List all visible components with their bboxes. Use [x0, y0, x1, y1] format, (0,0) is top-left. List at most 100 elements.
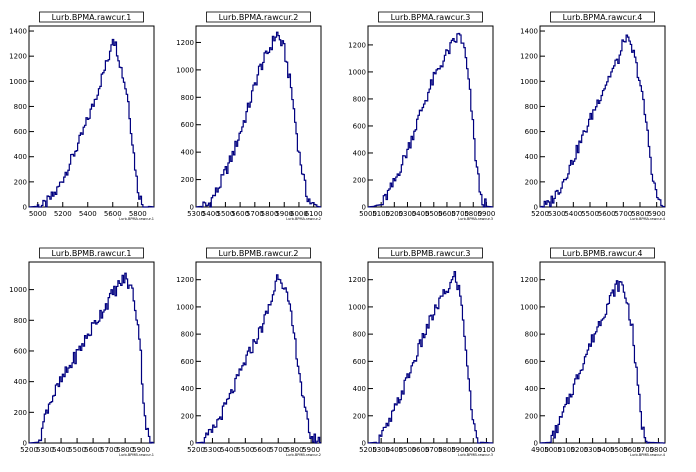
x-tick-label: 5800	[631, 210, 649, 218]
x-tick-label: 5900	[648, 210, 666, 218]
y-tick-label: 400	[181, 385, 194, 393]
x-tick-label: 5200	[571, 446, 589, 454]
y-tick-label: 0	[23, 440, 27, 448]
y-tick-label: 600	[14, 128, 27, 136]
x-tick-label: 5500	[216, 210, 234, 218]
x-tick-label: 5900	[478, 210, 496, 218]
histogram-line	[368, 32, 493, 208]
y-tick-label: 1400	[520, 28, 538, 36]
y-tick-label: 1200	[348, 276, 366, 284]
y-tick-label: 1000	[9, 78, 27, 86]
x-tick-label: 5500	[236, 446, 254, 454]
title-box	[206, 11, 311, 23]
x-tick-label: 5400	[79, 210, 97, 218]
x-tick-label: 5800	[650, 446, 668, 454]
y-tick-label: 1200	[9, 53, 27, 61]
y-tick-label: 400	[525, 153, 538, 161]
y-tick-label: 0	[534, 440, 538, 448]
y-tick-label: 0	[534, 204, 538, 212]
x-tick-label: 5100	[557, 446, 575, 454]
x-axis-label: Lurb.BPMB.rawcur.3	[458, 453, 493, 457]
plot-frame	[539, 25, 666, 208]
y-tick-label: 400	[353, 385, 366, 393]
x-tick-label: 5700	[425, 446, 443, 454]
y-tick-label: 800	[14, 317, 27, 325]
histogram-panel: Lurb.BPMA.rawcur.2 0 200 400 600 800 1000 1200 5…	[176, 11, 323, 221]
y-tick-label: 400	[181, 149, 194, 157]
x-tick-label: 5400	[202, 210, 220, 218]
x-tick-label: 5500	[68, 446, 86, 454]
y-tick-label: 0	[23, 204, 27, 212]
chart-title: Lurb.BPMA.rawcur.4	[563, 13, 643, 22]
x-tick-label: 5000	[359, 210, 377, 218]
title-box	[378, 247, 483, 259]
plot-frame	[28, 25, 155, 208]
x-tick-label: 5000	[29, 210, 47, 218]
y-tick-label: 1400	[9, 28, 27, 36]
y-tick-label: 1000	[520, 303, 538, 311]
x-tick-label: 5900	[451, 446, 469, 454]
title-box	[550, 11, 655, 23]
x-tick-label: 5200	[359, 446, 377, 454]
x-tick-label: 5900	[275, 210, 293, 218]
x-tick-label: 5700	[636, 446, 654, 454]
x-axis-label: Lurb.BPMB.rawcur.1	[119, 453, 154, 457]
y-tick-label: 400	[14, 378, 27, 386]
plot-frame	[539, 261, 666, 444]
y-tick-label: 200	[181, 176, 194, 184]
x-tick-label: 5600	[84, 446, 102, 454]
x-tick-label: 5800	[261, 210, 279, 218]
y-tick-label: 800	[181, 94, 194, 102]
x-tick-label: 5400	[52, 446, 70, 454]
y-tick-label: 600	[525, 128, 538, 136]
x-tick-label: 5600	[412, 446, 430, 454]
x-tick-label: 5300	[584, 446, 602, 454]
x-tick-label: 5400	[385, 446, 403, 454]
histogram-line	[540, 34, 665, 208]
chart-title: Lurb.BPMB.rawcur.4	[563, 249, 643, 258]
y-tick-label: 1200	[348, 41, 366, 49]
y-tick-label: 600	[14, 347, 27, 355]
y-tick-label: 800	[353, 331, 366, 339]
x-tick-label: 5900	[302, 446, 320, 454]
chart-title: Lurb.BPMB.rawcur.1	[52, 249, 132, 258]
title-box	[550, 247, 655, 259]
x-tick-label: 5500	[581, 210, 599, 218]
histogram-panel: Lurb.BPMB.rawcur.4 0 200 400 600 800 1000 1200 4…	[520, 247, 668, 457]
x-tick-label: 5600	[623, 446, 641, 454]
x-tick-label: 5300	[204, 446, 222, 454]
x-tick-label: 5100	[372, 210, 390, 218]
plot-frame	[367, 261, 494, 444]
x-tick-label: 5800	[129, 210, 147, 218]
x-tick-label: 5700	[614, 210, 632, 218]
y-tick-label: 0	[362, 440, 366, 448]
histogram-line	[540, 280, 665, 444]
x-tick-label: 5600	[438, 210, 456, 218]
histogram-line	[29, 38, 154, 208]
histogram-line	[29, 272, 154, 444]
y-tick-label: 1000	[520, 78, 538, 86]
y-tick-label: 800	[14, 103, 27, 111]
y-tick-label: 600	[353, 122, 366, 130]
y-tick-label: 1000	[348, 303, 366, 311]
x-axis-label: Lurb.BPMA.rawcur.1	[119, 217, 154, 221]
x-axis-label: Lurb.BPMB.rawcur.2	[286, 453, 321, 457]
x-tick-label: 4900	[531, 446, 549, 454]
x-tick-label: 6000	[464, 446, 482, 454]
y-tick-label: 0	[362, 204, 366, 212]
y-tick-label: 200	[353, 176, 366, 184]
plot-frame	[195, 25, 322, 208]
histogram-panel: Lurb.BPMA.rawcur.4 0 200 400 600 800 1000 1200 1…	[520, 11, 666, 221]
y-tick-label: 600	[353, 358, 366, 366]
x-tick-label: 5800	[438, 446, 456, 454]
x-tick-label: 6000	[290, 210, 308, 218]
x-tick-label: 5900	[132, 446, 150, 454]
x-tick-label: 5700	[451, 210, 469, 218]
chart-title: Lurb.BPMA.rawcur.1	[52, 13, 132, 22]
x-tick-label: 5700	[100, 446, 118, 454]
y-tick-label: 800	[353, 95, 366, 103]
y-tick-label: 1000	[348, 68, 366, 76]
plot-frame	[367, 25, 494, 208]
histogram-panel: Lurb.BPMB.rawcur.10200400600800100052005…	[9, 247, 155, 457]
x-tick-label: 5400	[564, 210, 582, 218]
